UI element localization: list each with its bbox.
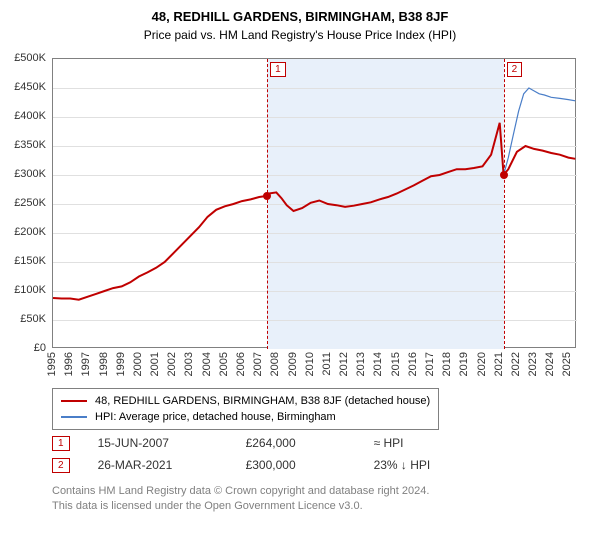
xtick-label: 2024 — [544, 352, 556, 376]
xtick-label: 2004 — [201, 352, 213, 376]
xtick-label: 2025 — [561, 352, 573, 376]
xtick-label: 1997 — [80, 352, 92, 376]
ytick-label: £150K — [0, 255, 46, 267]
ytick-label: £50K — [0, 313, 46, 325]
ytick-label: £500K — [0, 52, 46, 64]
attribution-line1: Contains HM Land Registry data © Crown c… — [52, 484, 429, 499]
xtick-label: 2007 — [252, 352, 264, 376]
xtick-label: 2001 — [149, 352, 161, 376]
xtick-label: 2005 — [218, 352, 230, 376]
transactions-table: 1 15-JUN-2007 £264,000 ≈ HPI 2 26-MAR-2021 £30… — [52, 432, 430, 476]
xtick-label: 2000 — [132, 352, 144, 376]
xtick-label: 2010 — [304, 352, 316, 376]
ytick-label: £250K — [0, 197, 46, 209]
legend-item: HPI: Average price, detached house, Birm… — [61, 409, 430, 425]
transaction-delta: ≈ HPI — [374, 436, 404, 450]
event-marker-box: 1 — [270, 62, 286, 77]
transaction-row: 1 15-JUN-2007 £264,000 ≈ HPI — [52, 432, 430, 454]
ytick-label: £200K — [0, 226, 46, 238]
xtick-label: 2011 — [321, 352, 333, 376]
event-marker-box: 2 — [507, 62, 523, 77]
line-svg — [53, 59, 577, 349]
xtick-label: 2006 — [235, 352, 247, 376]
xtick-label: 2012 — [338, 352, 350, 376]
series-price_paid — [53, 123, 575, 300]
data-point-dot — [263, 192, 271, 200]
ytick-label: £0 — [0, 342, 46, 354]
xtick-label: 2018 — [441, 352, 453, 376]
transaction-price: £264,000 — [246, 436, 346, 450]
legend-swatch — [61, 416, 87, 418]
ytick-label: £100K — [0, 284, 46, 296]
xtick-label: 2003 — [183, 352, 195, 376]
transaction-marker: 2 — [52, 458, 70, 473]
attribution: Contains HM Land Registry data © Crown c… — [52, 484, 429, 514]
xtick-label: 2009 — [287, 352, 299, 376]
xtick-label: 1995 — [46, 352, 58, 376]
xtick-label: 2013 — [355, 352, 367, 376]
ytick-label: £350K — [0, 139, 46, 151]
chart-title: 48, REDHILL GARDENS, BIRMINGHAM, B38 8JF — [0, 9, 600, 24]
legend-swatch — [61, 400, 87, 402]
xtick-label: 2022 — [510, 352, 522, 376]
xtick-label: 2002 — [166, 352, 178, 376]
xtick-label: 2017 — [424, 352, 436, 376]
xtick-label: 2023 — [527, 352, 539, 376]
xtick-label: 2016 — [407, 352, 419, 376]
ytick-label: £300K — [0, 168, 46, 180]
ytick-label: £400K — [0, 110, 46, 122]
legend-label: 48, REDHILL GARDENS, BIRMINGHAM, B38 8JF… — [95, 395, 430, 407]
chart-container: 48, REDHILL GARDENS, BIRMINGHAM, B38 8JF… — [0, 0, 600, 560]
attribution-line2: This data is licensed under the Open Gov… — [52, 499, 429, 514]
xtick-label: 2019 — [458, 352, 470, 376]
transaction-marker: 1 — [52, 436, 70, 451]
transaction-row: 2 26-MAR-2021 £300,000 23% ↓ HPI — [52, 454, 430, 476]
xtick-label: 1998 — [98, 352, 110, 376]
xtick-label: 2021 — [493, 352, 505, 376]
transaction-date: 26-MAR-2021 — [98, 458, 218, 472]
ytick-label: £450K — [0, 81, 46, 93]
legend-label: HPI: Average price, detached house, Birm… — [95, 411, 336, 423]
legend-item: 48, REDHILL GARDENS, BIRMINGHAM, B38 8JF… — [61, 393, 430, 409]
xtick-label: 2008 — [269, 352, 281, 376]
data-point-dot — [500, 171, 508, 179]
series-hpi — [504, 88, 576, 175]
plot-area — [52, 58, 576, 348]
xtick-label: 2020 — [476, 352, 488, 376]
transaction-date: 15-JUN-2007 — [98, 436, 218, 450]
xtick-label: 2015 — [390, 352, 402, 376]
transaction-delta: 23% ↓ HPI — [374, 458, 431, 472]
transaction-price: £300,000 — [246, 458, 346, 472]
xtick-label: 1996 — [63, 352, 75, 376]
legend: 48, REDHILL GARDENS, BIRMINGHAM, B38 8JF… — [52, 388, 439, 430]
chart-subtitle: Price paid vs. HM Land Registry's House … — [0, 28, 600, 42]
xtick-label: 1999 — [115, 352, 127, 376]
xtick-label: 2014 — [372, 352, 384, 376]
